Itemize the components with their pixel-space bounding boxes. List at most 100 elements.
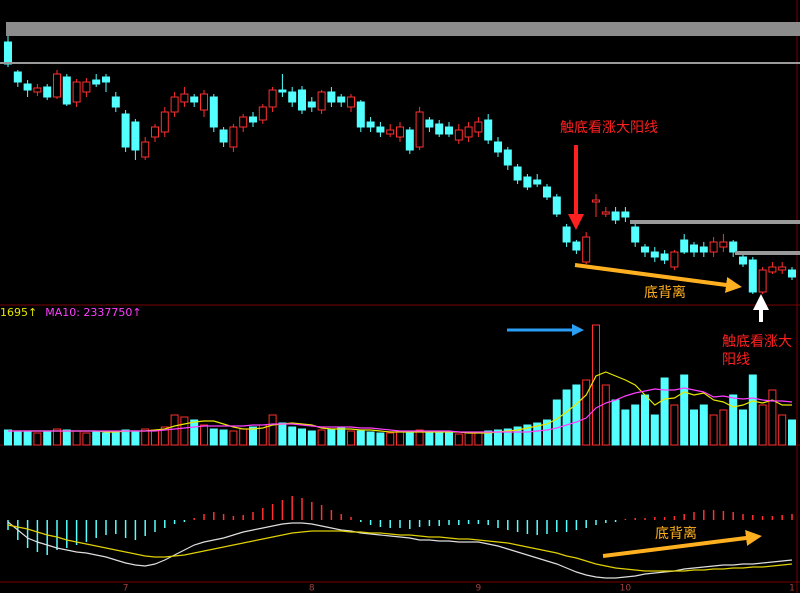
candle-body bbox=[160, 111, 169, 133]
candle-body bbox=[111, 96, 120, 108]
volume-bar bbox=[151, 429, 159, 446]
candle-body bbox=[523, 176, 532, 188]
level-line bbox=[735, 251, 800, 255]
volume-bar bbox=[778, 414, 787, 446]
candle-body bbox=[631, 226, 640, 243]
volume-bar bbox=[474, 432, 483, 446]
volume-bar bbox=[219, 429, 228, 446]
candle-body bbox=[33, 87, 42, 93]
candle-body bbox=[376, 126, 385, 133]
volume-bar bbox=[307, 430, 316, 446]
candle-body bbox=[484, 119, 493, 141]
annotation: 底背离 bbox=[655, 526, 697, 542]
volume-bar bbox=[53, 428, 61, 446]
candle-body bbox=[43, 86, 52, 98]
candle-body bbox=[699, 246, 708, 253]
candle-body bbox=[219, 129, 228, 143]
candle-body bbox=[141, 141, 150, 158]
candle-body bbox=[278, 89, 287, 93]
x-tick-label: 10 bbox=[620, 584, 632, 593]
candle-body bbox=[729, 241, 738, 253]
candle-body bbox=[562, 226, 571, 243]
candle-body bbox=[454, 129, 463, 141]
candle-body bbox=[249, 116, 257, 123]
volume-bar bbox=[631, 404, 640, 446]
candle-body bbox=[513, 166, 522, 181]
candle-body bbox=[337, 96, 346, 103]
candle-body bbox=[288, 91, 297, 103]
candle-body bbox=[660, 253, 669, 261]
candle-body bbox=[543, 186, 551, 198]
volume-bar bbox=[288, 426, 297, 446]
candle-body bbox=[690, 244, 698, 253]
candle-body bbox=[13, 71, 22, 83]
candle-body bbox=[435, 123, 444, 135]
candle-body bbox=[190, 96, 199, 103]
candle-body bbox=[464, 126, 473, 138]
volume-bar bbox=[641, 394, 649, 446]
redaction-bar bbox=[6, 22, 800, 36]
annotation: 触底看涨大阳线 bbox=[560, 120, 658, 136]
volume-bar bbox=[180, 416, 189, 446]
volume-bar bbox=[484, 430, 493, 446]
volume-bar bbox=[690, 409, 698, 446]
legend-entry: 1695↑ bbox=[0, 306, 37, 319]
candle-body bbox=[347, 96, 355, 108]
candle-body bbox=[209, 96, 218, 128]
volume-bar bbox=[464, 432, 473, 446]
line-series bbox=[8, 387, 793, 433]
candle-body bbox=[611, 211, 620, 221]
candle-body bbox=[92, 79, 101, 85]
candle-body bbox=[425, 119, 434, 128]
candle-body bbox=[445, 126, 453, 135]
volume-bar bbox=[239, 428, 248, 446]
volume-bar bbox=[317, 429, 326, 446]
volume-bar bbox=[4, 429, 12, 446]
candle-body bbox=[327, 91, 336, 103]
candle-body bbox=[768, 266, 777, 273]
volume-bar bbox=[415, 429, 424, 446]
annotation: 触底看涨大阳线 bbox=[722, 334, 792, 368]
candle-body bbox=[641, 246, 649, 253]
volume-bar bbox=[621, 409, 630, 446]
volume-bar bbox=[356, 430, 365, 446]
candle-body bbox=[366, 121, 375, 128]
volume-bar bbox=[131, 430, 140, 446]
volume-bar bbox=[788, 419, 796, 446]
volume-bar bbox=[445, 432, 453, 446]
candle-body bbox=[592, 199, 600, 203]
volume-bar bbox=[552, 399, 561, 446]
volume-bar bbox=[209, 428, 218, 446]
volume-bar bbox=[170, 414, 179, 446]
level-line bbox=[630, 220, 800, 224]
candle-body bbox=[650, 251, 659, 258]
candle-body bbox=[317, 91, 326, 111]
candle-body bbox=[131, 121, 140, 151]
overlay bbox=[0, 22, 800, 558]
volume-bar bbox=[92, 431, 101, 446]
volume-bar bbox=[425, 431, 434, 446]
candle-body bbox=[758, 269, 767, 293]
volume-bar bbox=[13, 430, 22, 446]
volume-bar bbox=[72, 430, 81, 446]
volume-bar bbox=[592, 324, 600, 446]
candle-body bbox=[121, 113, 130, 148]
candle-body bbox=[748, 259, 757, 293]
volume-bar bbox=[327, 428, 336, 446]
volume-bar bbox=[513, 426, 522, 446]
volume-bar bbox=[494, 429, 502, 446]
candle-body bbox=[552, 196, 561, 215]
candle-body bbox=[601, 211, 610, 215]
candle-body bbox=[102, 76, 110, 83]
candle-body bbox=[180, 93, 189, 103]
legend-entry: MA10: 2337750↑ bbox=[45, 306, 141, 319]
volume-bar bbox=[62, 429, 71, 446]
candle-body bbox=[151, 126, 159, 138]
volume-bar bbox=[102, 432, 110, 446]
volume-bar bbox=[670, 404, 679, 446]
candle-body bbox=[709, 241, 718, 253]
volume-bar bbox=[435, 432, 444, 446]
candle-body bbox=[503, 149, 512, 166]
volume-bar bbox=[533, 422, 542, 446]
